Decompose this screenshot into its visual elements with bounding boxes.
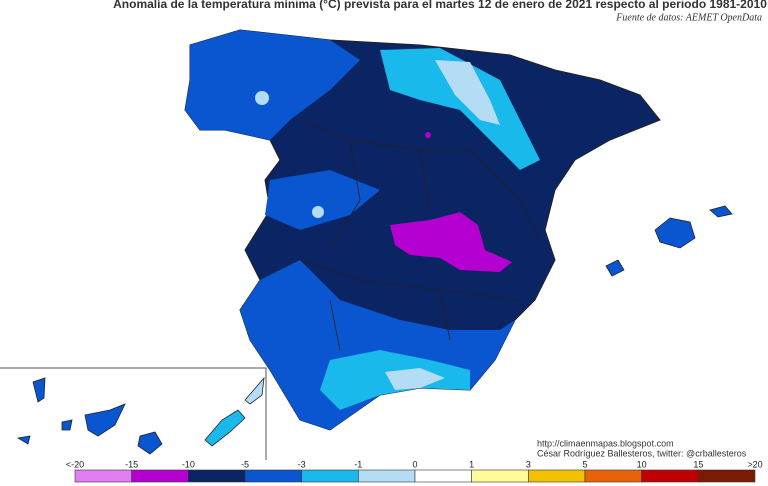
source: Fuente de datos: AEMET OpenData (615, 12, 762, 23)
colorbar-label: -15 (125, 459, 138, 469)
el-hierro (16, 435, 31, 445)
colorbar-label: 0 (412, 459, 417, 469)
colorbar-segment (528, 469, 586, 483)
colorbar-label: 10 (637, 459, 647, 469)
ibiza (605, 259, 625, 277)
fuerteventura (204, 409, 246, 447)
gran-canaria (137, 431, 163, 455)
title: Anomalía de la temperatura mínima (°C) p… (113, 0, 767, 11)
mainland-map (184, 29, 661, 431)
colorbar-label: >20 (747, 459, 762, 469)
galicia-area (185, 30, 360, 140)
lanzarote (244, 376, 265, 405)
mallorca (654, 217, 696, 249)
colorbar-label: <-20 (66, 459, 84, 469)
colorbar: <-20 -15 -10 -5 -3 -1 0 1 3 5 10 15 >20 (66, 459, 763, 483)
purple-area (390, 212, 512, 272)
la-palma (32, 377, 46, 403)
colorbar-label: -10 (182, 459, 195, 469)
credit-author: César Rodríguez Ballesteros, twitter: @c… (537, 448, 747, 458)
colorbar-label: -5 (241, 459, 249, 469)
colorbar-label: 1 (469, 459, 474, 469)
south-lightblue (385, 368, 445, 390)
colorbar-segment (244, 469, 302, 483)
la-gomera (61, 419, 73, 431)
canary-inset (0, 367, 267, 460)
spot (255, 91, 269, 105)
west-area (265, 170, 380, 230)
north-lightblue (435, 60, 500, 125)
colorbar-segment (698, 469, 756, 483)
spot (312, 206, 324, 218)
credit-url: http://climaenmapas.blogspot.com (537, 438, 674, 448)
tenerife (84, 403, 126, 437)
colorbar-segment (414, 469, 472, 483)
colorbar-segment (188, 469, 246, 483)
colorbar-segment (584, 469, 642, 483)
colorbar-segment (641, 469, 699, 483)
balearic-islands (605, 205, 733, 277)
colorbar-segment (131, 469, 189, 483)
colorbar-label: -3 (298, 459, 306, 469)
inset-frame (0, 367, 267, 460)
colorbar-label: 5 (582, 459, 587, 469)
colorbar-label: -1 (354, 459, 362, 469)
region-borders (299, 119, 541, 351)
menorca (709, 205, 733, 218)
north-cyan (380, 48, 540, 170)
colorbar-segment (358, 469, 416, 483)
spot (425, 132, 431, 138)
colorbar-segment (471, 469, 529, 483)
colorbar-segment (301, 469, 359, 483)
colorbar-label: 15 (693, 459, 703, 469)
colorbar-label: 3 (526, 459, 531, 469)
colorbar-segment (74, 469, 132, 483)
